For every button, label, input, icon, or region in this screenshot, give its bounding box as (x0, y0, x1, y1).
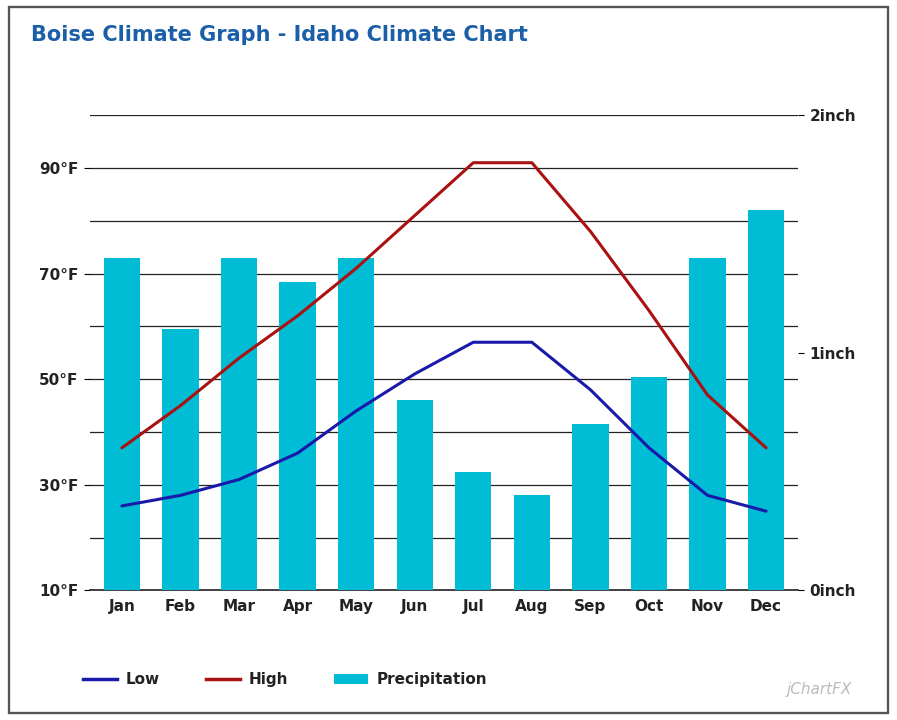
Bar (221, 258, 257, 590)
Bar (690, 258, 726, 590)
Bar (338, 258, 374, 590)
Bar (514, 495, 550, 590)
Bar (631, 377, 667, 590)
Bar (748, 210, 784, 590)
Bar (396, 400, 433, 590)
Bar (162, 329, 198, 590)
Bar (572, 424, 608, 590)
Text: Boise Climate Graph - Idaho Climate Chart: Boise Climate Graph - Idaho Climate Char… (31, 25, 528, 45)
Legend: Low, High, Precipitation: Low, High, Precipitation (83, 672, 487, 688)
Text: jChartFX: jChartFX (787, 682, 852, 697)
Bar (104, 258, 140, 590)
Bar (455, 472, 492, 590)
Bar (280, 282, 316, 590)
